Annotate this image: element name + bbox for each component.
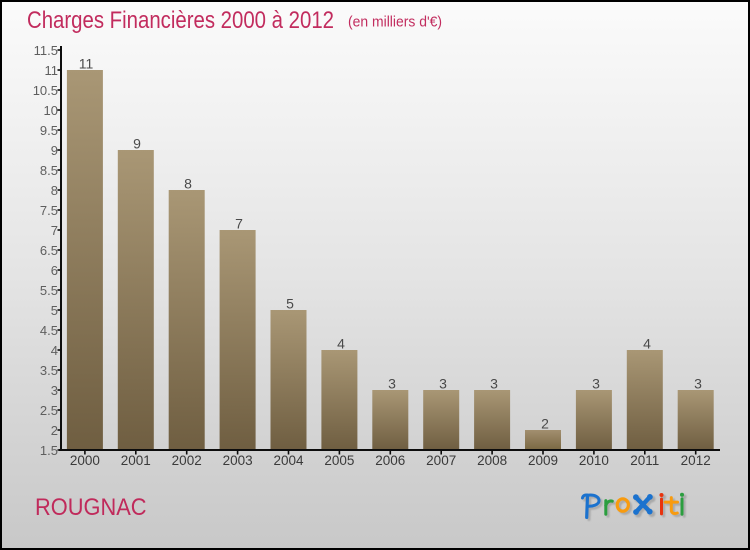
svg-text:5: 5 [51,303,58,318]
svg-text:11: 11 [79,56,94,72]
svg-text:2012: 2012 [681,453,711,468]
svg-text:6: 6 [51,263,58,278]
svg-text:6.5: 6.5 [40,243,58,258]
svg-text:3: 3 [51,383,58,398]
svg-text:2009: 2009 [528,453,558,468]
svg-text:8: 8 [51,183,58,198]
svg-text:4: 4 [337,336,345,352]
svg-text:ROUGNAC: ROUGNAC [35,494,147,521]
svg-text:(en milliers d'€): (en milliers d'€) [348,13,442,30]
svg-text:11: 11 [45,63,59,78]
svg-text:1.5: 1.5 [40,443,58,458]
svg-text:5.5: 5.5 [40,283,58,298]
svg-text:3: 3 [490,376,498,392]
svg-text:4: 4 [51,343,58,358]
svg-text:8.5: 8.5 [40,163,58,178]
svg-text:10.5: 10.5 [33,83,58,98]
svg-text:3.5: 3.5 [40,363,58,378]
svg-text:7: 7 [235,216,243,232]
svg-text:2005: 2005 [324,453,354,468]
svg-text:9.5: 9.5 [40,123,58,138]
svg-text:2003: 2003 [223,453,253,468]
svg-text:2: 2 [51,423,58,438]
svg-text:4.5: 4.5 [40,323,58,338]
svg-text:2: 2 [541,416,549,432]
svg-text:2006: 2006 [375,453,405,468]
svg-text:3: 3 [439,376,447,392]
svg-text:3: 3 [388,376,396,392]
svg-text:7: 7 [51,223,58,238]
svg-text:2007: 2007 [426,453,456,468]
svg-text:11.5: 11.5 [34,43,58,58]
svg-text:2008: 2008 [477,453,507,468]
svg-text:2004: 2004 [273,453,304,468]
svg-text:2011: 2011 [630,453,659,468]
svg-text:8: 8 [184,176,192,192]
svg-text:4: 4 [643,336,651,352]
svg-text:2002: 2002 [172,453,202,468]
svg-text:9: 9 [51,143,58,158]
svg-text:10: 10 [44,103,58,118]
svg-text:2000: 2000 [70,453,100,468]
svg-text:3: 3 [592,376,600,392]
svg-text:3: 3 [694,376,702,392]
svg-text:2010: 2010 [579,453,609,468]
svg-text:7.5: 7.5 [40,203,58,218]
svg-text:9: 9 [133,136,141,152]
svg-text:5: 5 [286,296,294,312]
svg-text:Charges Financières 2000 à 201: Charges Financières 2000 à 2012 [27,7,334,34]
svg-text:2.5: 2.5 [40,403,58,418]
svg-text:2001: 2001 [121,453,151,468]
